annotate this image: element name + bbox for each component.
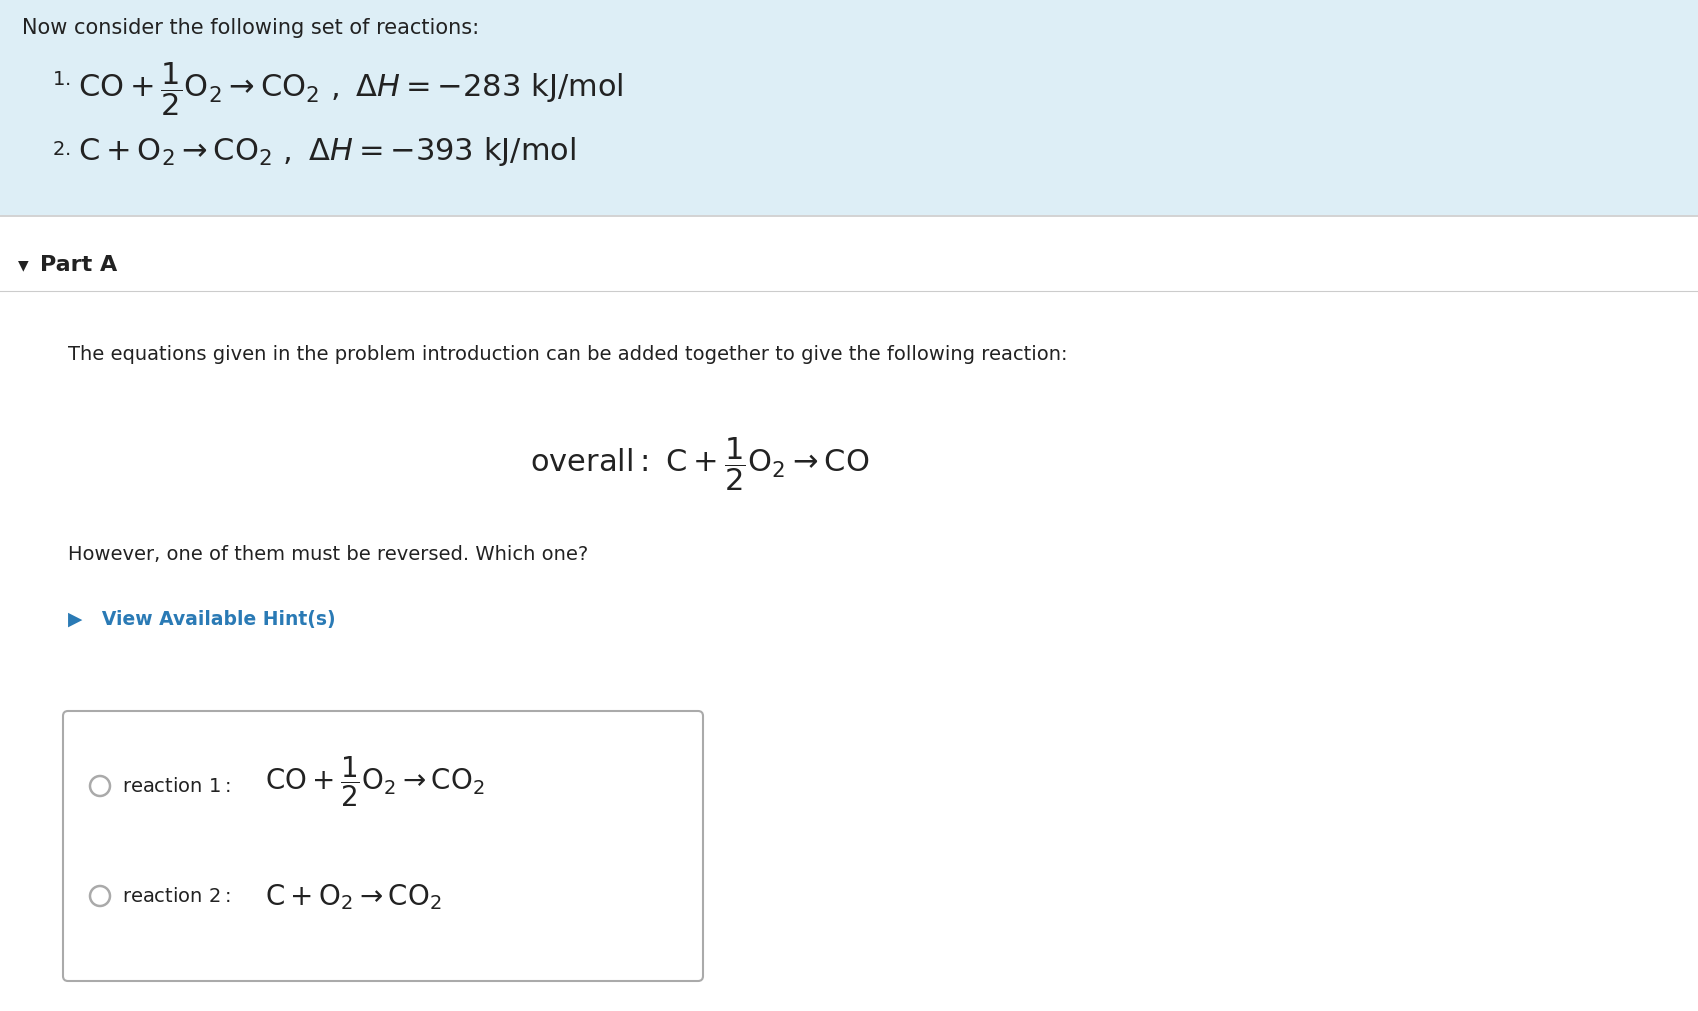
Text: $\mathsf{reaction\ 1:}$: $\mathsf{reaction\ 1:}$ [122,776,231,796]
FancyBboxPatch shape [63,712,703,981]
Text: $\mathsf{C + O_2{\rightarrow}CO_2}$: $\mathsf{C + O_2{\rightarrow}CO_2}$ [265,882,441,911]
Text: ▶   View Available Hint(s): ▶ View Available Hint(s) [68,610,336,629]
Text: Now consider the following set of reactions:: Now consider the following set of reacti… [22,18,479,38]
Text: The equations given in the problem introduction can be added together to give th: The equations given in the problem intro… [68,345,1068,364]
Text: ▼: ▼ [19,258,29,272]
Text: $\mathsf{overall:\ C + \dfrac{1}{2}O_2{\rightarrow}CO}$: $\mathsf{overall:\ C + \dfrac{1}{2}O_2{\… [530,435,869,492]
Text: However, one of them must be reversed. Which one?: However, one of them must be reversed. W… [68,545,588,563]
Text: $\mathsf{1.}$: $\mathsf{1.}$ [53,70,71,89]
Text: $\mathsf{2.}$: $\mathsf{2.}$ [53,140,71,159]
Text: $\mathsf{C + O_2{\rightarrow}CO_2\ ,\ }$$\mathit{\Delta H}{=}{-}393\ \mathsf{kJ/: $\mathsf{C + O_2{\rightarrow}CO_2\ ,\ }$… [78,134,576,168]
FancyBboxPatch shape [0,0,1698,214]
Text: $\mathsf{CO + \dfrac{1}{2}O_2{\rightarrow}CO_2\ ,\ }$$\mathit{\Delta H}{=}{-}283: $\mathsf{CO + \dfrac{1}{2}O_2{\rightarro… [78,60,623,117]
Text: $\mathsf{CO + \dfrac{1}{2}O_2{\rightarrow}CO_2}$: $\mathsf{CO + \dfrac{1}{2}O_2{\rightarro… [265,754,484,809]
Text: $\mathsf{reaction\ 2:}$: $\mathsf{reaction\ 2:}$ [122,887,231,906]
Text: Part A: Part A [41,255,117,275]
